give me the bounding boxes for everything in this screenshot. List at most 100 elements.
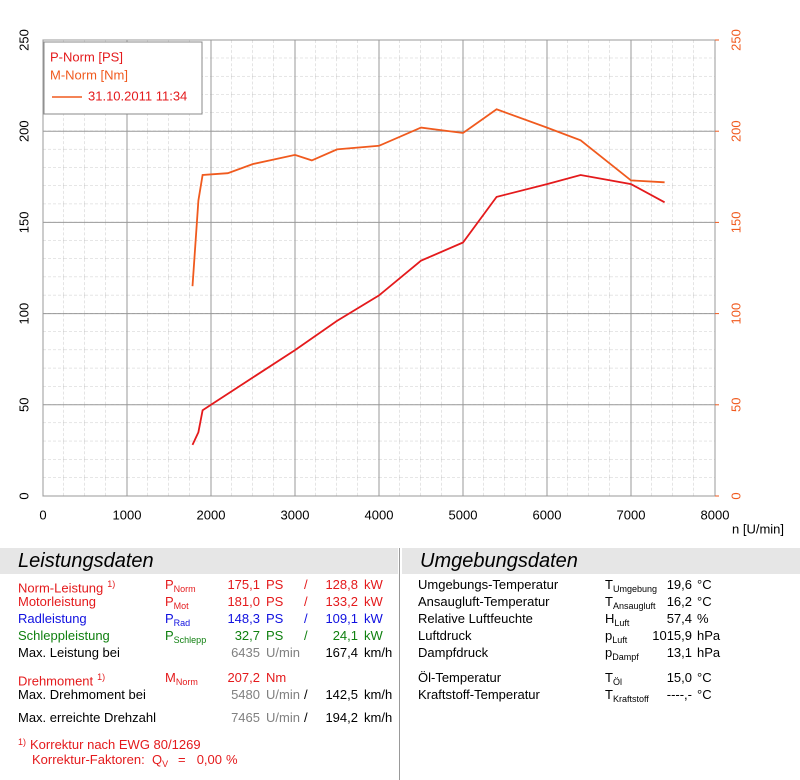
x-tick-label: 2000 [197, 507, 226, 522]
row-unit2: km/h [364, 710, 393, 725]
row-value2: 133,2 [325, 594, 358, 609]
y2-tick-label: 200 [728, 120, 743, 142]
row-label: Ansaugluft-Temperatur [418, 594, 550, 609]
symbol: PSchlepp [165, 628, 206, 648]
divider [399, 548, 400, 780]
symbol-sub: Luft [614, 618, 630, 628]
x-tick-label: 5000 [449, 507, 478, 522]
y2-tick-label: 150 [728, 212, 743, 234]
row-label: Dampfdruck [418, 645, 489, 660]
row-label: Max. Leistung bei [18, 645, 120, 660]
symbol-sub: Kraftstoff [612, 694, 649, 704]
row-value: ----,- [666, 687, 692, 702]
row-label: Max. Drehmoment bei [18, 687, 146, 702]
row-sep: / [304, 594, 308, 609]
symbol-letter: p [605, 645, 613, 660]
row-value2: 142,5 [325, 687, 358, 702]
y-tick-label: 250 [16, 29, 31, 51]
y-tick-label: 50 [16, 398, 31, 412]
legend-entry: M-Norm [Nm] [50, 67, 128, 82]
x-tick-label: 4000 [365, 507, 394, 522]
row-unit: PS [266, 611, 284, 626]
row-unit: % [697, 611, 709, 626]
row-unit: Nm [266, 670, 287, 685]
row-unit: hPa [697, 628, 721, 643]
chart: n [U/min] 0 1000 2000 3000 4000 5000 6000 7000 8… [16, 29, 784, 536]
symbol: pDampf [605, 645, 639, 665]
y-tick-label: 0 [16, 492, 31, 499]
row-sep: / [304, 710, 308, 725]
symbol: PMot [165, 594, 189, 614]
symbol-sub: Schlepp [173, 635, 207, 645]
row-value: 15,0 [666, 670, 692, 685]
row-unit2: kW [364, 594, 383, 609]
footnote-unit: % [226, 752, 238, 767]
row-label: Max. erreichte Drehzahl [18, 710, 156, 725]
symbol-sub: Dampf [612, 652, 639, 662]
symbol-sub: Luft [612, 635, 628, 645]
row-label: Norm-Leistung 1) [18, 579, 116, 596]
x-tick-label: 0 [39, 507, 46, 522]
row-unit: PS [266, 577, 284, 592]
y2-tick-label: 0 [728, 492, 743, 499]
row-label: Relative Luftfeuchte [418, 611, 533, 626]
row-label: Öl-Temperatur [418, 670, 502, 685]
row-unit: °C [697, 670, 712, 685]
symbol: HLuft [605, 611, 629, 631]
row-label: Radleistung [18, 611, 87, 626]
symbol-letter: T [605, 687, 613, 702]
symbol-letter: Q [152, 752, 163, 767]
footnote-text: Korrektur nach EWG 80/1269 [30, 737, 201, 752]
symbol: TAnsaugluft [605, 594, 655, 614]
data-line [191, 174, 666, 446]
symbol-sub: Rad [173, 618, 191, 628]
symbol: TKraftstoff [605, 687, 649, 707]
row-unit: hPa [697, 645, 721, 660]
footnote-ref: 1) [107, 579, 116, 589]
symbol: TUmgebung [605, 577, 657, 597]
row-unit: U/min [266, 687, 300, 702]
row-unit: PS [266, 594, 284, 609]
y2-tick-label: 50 [728, 398, 743, 412]
x-tick-label: 1000 [113, 507, 142, 522]
row-unit2: km/h [364, 645, 393, 660]
row-value2: 194,2 [325, 710, 358, 725]
symbol: pLuft [605, 628, 627, 648]
symbol-letter: H [605, 611, 615, 626]
x-axis-label: n [U/min] [732, 521, 784, 536]
row-value: 148,3 [227, 611, 260, 626]
row-sep: / [304, 611, 308, 626]
row-sep: / [304, 577, 308, 592]
section-header: Umgebungsdaten [402, 548, 800, 574]
row-label: Luftdruck [418, 628, 472, 643]
footnote-eq: = [178, 752, 186, 767]
row-label: Kraftstoff-Temperatur [418, 687, 540, 702]
row-unit: U/min [266, 645, 300, 660]
row-unit2: kW [364, 611, 383, 626]
symbol-letter: P [165, 594, 174, 609]
symbol-letter: T [605, 594, 613, 609]
footnote-note: 1) [18, 737, 27, 747]
legend-entry: P-Norm [PS] [50, 49, 123, 64]
row-unit2: kW [364, 577, 383, 592]
row-unit: °C [697, 577, 712, 592]
row-value2: 24,1 [332, 628, 358, 643]
row-label: Motorleistung [18, 594, 97, 609]
row-sep: / [304, 628, 308, 643]
footnote-factors: Korrektur-Faktoren: [32, 752, 145, 767]
symbol-sub: Öl [612, 677, 622, 687]
row-value: 1015,9 [652, 628, 692, 643]
footnote: 1) Korrektur nach EWG 80/1269 [18, 735, 201, 752]
symbol-letter: T [605, 670, 613, 685]
symbol-sub: Umgebung [612, 584, 657, 594]
row-value2: 128,8 [325, 577, 358, 592]
symbol-sub: Norm [173, 584, 196, 594]
row-value: 5480 [231, 687, 260, 702]
symbol-sub: Mot [173, 601, 189, 611]
footnote-ref: 1) [97, 672, 106, 682]
legend-box [43, 41, 203, 115]
row-value: 7465 [231, 710, 260, 725]
symbol: MNorm [165, 670, 198, 690]
footnote-value: 0,00 [196, 752, 222, 767]
symbol-letter: P [165, 611, 174, 626]
